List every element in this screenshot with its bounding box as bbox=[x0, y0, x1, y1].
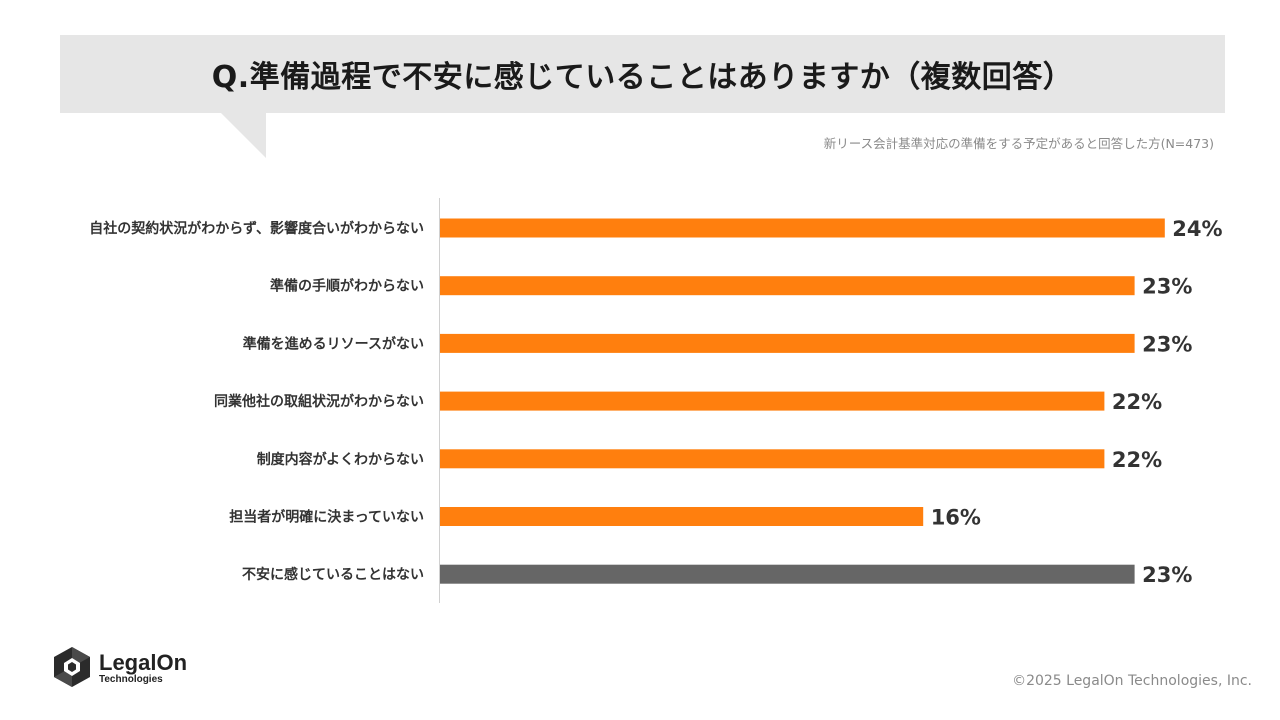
logo-mark-icon bbox=[54, 647, 90, 687]
value-label: 22% bbox=[1112, 448, 1162, 472]
bar bbox=[440, 449, 1105, 469]
speech-bubble-tail bbox=[220, 112, 266, 158]
value-label: 23% bbox=[1142, 563, 1192, 587]
category-label: 不安に感じていることはない bbox=[242, 566, 424, 583]
bar bbox=[440, 333, 1135, 353]
value-label: 16% bbox=[931, 506, 981, 530]
category-label: 同業他社の取組状況がわからない bbox=[214, 393, 424, 410]
copyright-text: ©2025 LegalOn Technologies, Inc. bbox=[1012, 673, 1252, 689]
bar bbox=[440, 507, 924, 526]
value-label: 23% bbox=[1142, 332, 1192, 356]
logo-subtext: Technologies bbox=[99, 674, 163, 685]
category-label: 準備を進めるリソースがない bbox=[243, 335, 424, 352]
bar bbox=[440, 564, 1135, 584]
bar bbox=[440, 391, 1105, 411]
company-logo: LegalOn Technologies bbox=[52, 646, 192, 690]
title-banner: Q.準備過程で不安に感じていることはありますか（複数回答） bbox=[60, 35, 1225, 113]
bar bbox=[440, 276, 1135, 296]
value-label: 23% bbox=[1142, 275, 1192, 299]
category-label: 準備の手順がわからない bbox=[270, 278, 424, 295]
category-label: 制度内容がよくわからない bbox=[257, 451, 424, 468]
value-label: 24% bbox=[1172, 217, 1222, 241]
logo-name: LegalOn bbox=[99, 650, 188, 675]
page-title: Q.準備過程で不安に感じていることはありますか（複数回答） bbox=[211, 60, 1074, 95]
bar bbox=[440, 218, 1165, 238]
category-label: 担当者が明確に決まっていない bbox=[229, 509, 424, 526]
respondent-note: 新リース会計基準対応の準備をする予定があると回答した方(N=473) bbox=[823, 136, 1214, 151]
category-label: 自社の契約状況がわからず、影響度合いがわからない bbox=[89, 220, 424, 237]
value-label: 22% bbox=[1112, 390, 1162, 414]
